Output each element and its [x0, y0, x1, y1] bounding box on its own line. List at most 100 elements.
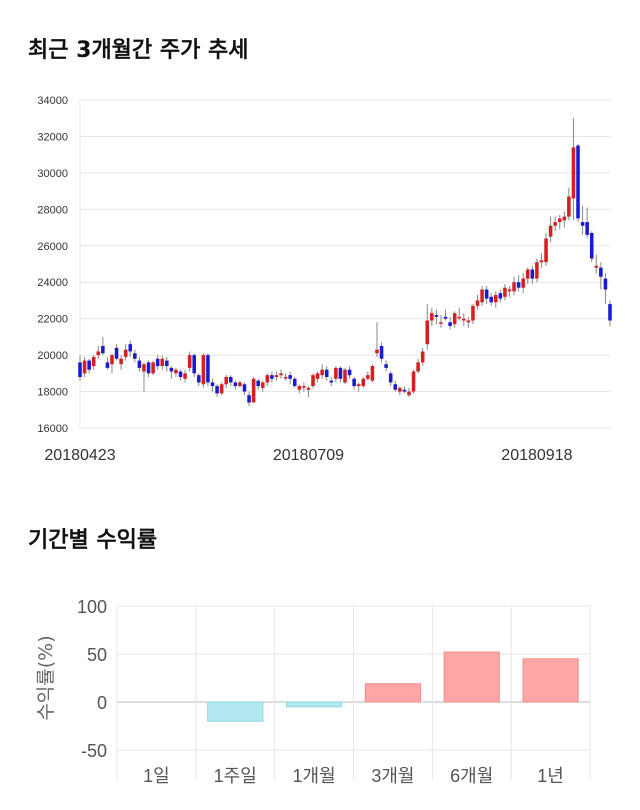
candle-body — [379, 346, 384, 359]
candle — [407, 387, 411, 398]
bar-x-tick-label: 1년 — [537, 766, 564, 786]
candle-body — [493, 294, 498, 303]
bar-y-tick-label: 100 — [77, 597, 107, 617]
candle-body — [544, 238, 548, 263]
candle-body — [187, 355, 192, 368]
candle-body — [343, 369, 347, 383]
candle — [119, 355, 123, 370]
bar-x-tick-label: 1개월 — [293, 766, 336, 786]
candle-body — [265, 375, 270, 383]
candle-body — [521, 278, 525, 288]
candle — [343, 367, 347, 385]
candle-y-tick-label: 24000 — [37, 277, 68, 289]
candle-body — [530, 269, 535, 279]
candle — [165, 356, 169, 372]
candle — [133, 349, 137, 363]
candle-body — [251, 378, 256, 403]
candle — [430, 307, 434, 326]
candle — [329, 376, 334, 387]
candle — [539, 253, 544, 268]
candle — [247, 391, 251, 407]
candle-body — [430, 313, 434, 321]
candle-y-tick-label: 30000 — [37, 168, 68, 180]
candle — [192, 353, 197, 377]
candle-body — [553, 222, 557, 226]
candle — [233, 380, 238, 390]
candle-body — [585, 222, 589, 235]
candle-body — [133, 353, 137, 359]
candle — [137, 356, 142, 372]
candle — [388, 371, 393, 387]
candle — [366, 371, 370, 381]
candle — [608, 300, 612, 326]
candle-y-axis: 16000 18000 20000 22000 24000 26000 28000 30000… — [37, 95, 68, 435]
candle-body — [302, 386, 306, 388]
candle-body — [471, 305, 475, 321]
candle-y-tick-label: 18000 — [37, 387, 68, 399]
candle — [128, 340, 133, 357]
candle-body — [233, 382, 238, 387]
candle — [425, 304, 430, 350]
candle-body — [201, 355, 206, 385]
candle-body — [228, 376, 233, 383]
candle — [82, 356, 87, 377]
candle-body — [178, 371, 183, 377]
candle — [324, 366, 329, 381]
candle — [288, 371, 292, 385]
candle — [320, 364, 324, 379]
bar-x-axis: 1일 1주일 1개월 3개월 6개월 1년 — [143, 766, 564, 786]
candle-body — [105, 362, 110, 368]
candle — [311, 373, 315, 388]
candle-body — [151, 362, 155, 374]
candle — [356, 382, 361, 392]
candle-body — [274, 375, 279, 377]
candle — [110, 353, 114, 374]
candle — [521, 273, 525, 294]
candle — [292, 376, 297, 388]
candle — [78, 355, 82, 381]
candle — [420, 347, 425, 367]
candle — [265, 373, 270, 387]
candle-body — [452, 313, 457, 325]
candle-body — [402, 389, 407, 392]
return-bar — [522, 658, 579, 703]
candle — [105, 356, 110, 370]
candle — [535, 258, 539, 283]
candle-body — [439, 322, 443, 324]
candle-body — [548, 225, 553, 237]
candle-y-tick-label: 34000 — [37, 95, 68, 107]
candle-body — [457, 316, 462, 319]
bar-y-tick-label: 50 — [87, 645, 107, 665]
candle — [562, 211, 567, 228]
candle-body — [197, 375, 201, 383]
candle-body — [119, 358, 123, 365]
candle-body — [160, 358, 165, 367]
candle-body — [114, 347, 119, 359]
candle-body — [260, 382, 265, 388]
return-bar — [285, 701, 343, 708]
candle-body — [82, 360, 87, 374]
bar-x-tick-label: 1주일 — [214, 766, 257, 786]
candle-y-tick-label: 26000 — [37, 241, 68, 253]
candle-body — [356, 384, 361, 387]
candle — [379, 342, 384, 363]
candle-body — [498, 293, 503, 299]
candle — [283, 373, 288, 381]
candle-body — [425, 320, 430, 345]
candle — [484, 285, 489, 305]
candle-body — [466, 320, 471, 323]
candle-body — [183, 373, 187, 379]
candle-body — [576, 145, 580, 219]
candle-x-axis: 20180423 20180709 20180918 — [44, 447, 572, 464]
candle — [183, 369, 187, 383]
candle — [101, 336, 105, 356]
candle — [434, 309, 439, 325]
candle-body — [155, 358, 160, 367]
candle — [462, 313, 466, 326]
candle-body — [324, 369, 329, 377]
candle-body — [384, 364, 388, 368]
candle-body — [539, 260, 544, 263]
candle — [567, 187, 571, 221]
candle — [507, 285, 512, 297]
